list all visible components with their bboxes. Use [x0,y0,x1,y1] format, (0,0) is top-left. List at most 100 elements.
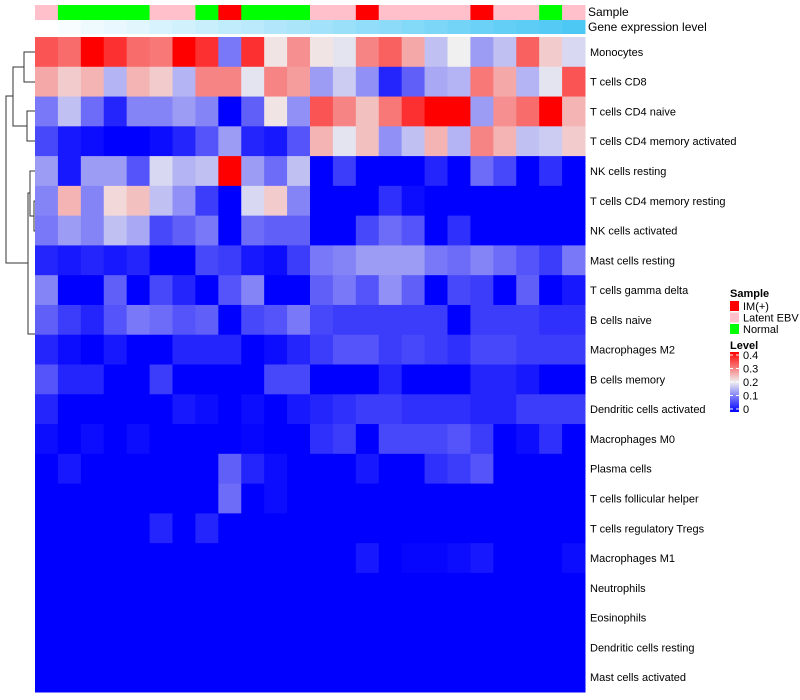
heatmap-cell [57,543,82,574]
heatmap-cell [332,364,357,395]
heatmap-cell [516,572,540,604]
heatmap-cell [241,37,265,68]
heatmap-cell [126,245,151,276]
heatmap-cell [126,513,151,544]
heatmap-cell [378,543,403,574]
heatmap-cell [424,245,448,276]
heatmap-cell [378,275,403,306]
sample-annotation-cell [493,5,517,20]
heatmap-cell [126,543,151,574]
heatmap-cell [332,304,357,336]
colorbar-tick-label: 0.3 [743,364,758,376]
heatmap-cell [470,37,494,68]
heatmap-cell [516,156,540,187]
heatmap-cell [57,185,82,217]
heatmap-cell [332,156,357,187]
heatmap-cell [241,632,265,663]
heatmap-cell [80,453,105,485]
heatmap-cell [355,483,380,514]
heatmap-cell [35,453,59,485]
heatmap-cell [562,156,586,187]
heatmap-cell [401,334,426,365]
heatmap-cell [493,126,517,157]
heatmap-cell [264,156,288,187]
heatmap-cell [516,304,540,336]
gene-annotation-cell [424,20,448,34]
heatmap-cell [539,632,563,663]
heatmap-cell [447,572,471,604]
heatmap-cell [57,662,82,693]
sample-annotation-cell [470,5,494,20]
heatmap-cell [218,275,242,306]
heatmap-cell [539,483,563,514]
row-label: Dendritic cells resting [590,642,695,654]
heatmap-cell [539,334,563,365]
heatmap-cell [264,96,288,127]
sample-annotation-cell [149,5,173,20]
sample-annotation-cell [310,5,334,20]
heatmap-cell [126,275,151,306]
heatmap-cell [126,572,151,604]
heatmap-cell [35,483,59,514]
heatmap-cell [264,185,288,217]
heatmap-cell [516,126,540,157]
heatmap-cell [57,602,82,633]
heatmap-cell [80,632,105,663]
heatmap-cell [562,96,586,127]
heatmap-cell [562,453,586,485]
heatmap-cell [80,424,105,455]
heatmap-cell [310,453,334,485]
heatmap-cell [195,245,219,276]
heatmap-cell [264,394,288,425]
heatmap-cell [355,543,380,574]
row-label: Monocytes [590,47,644,59]
heatmap-cell [401,156,426,187]
heatmap-cell [80,126,105,157]
gene-annotation-cell [103,20,128,34]
heatmap-cell [310,424,334,455]
heatmap-cell [80,364,105,395]
sample-annotation-cell [424,5,448,20]
heatmap-cell [80,662,105,693]
heatmap-cell [35,156,59,187]
heatmap-cell [539,513,563,544]
heatmap-cell [424,662,448,693]
row-labels: Monocytes T cells CD8 T cells CD4 naive T c… [590,47,737,684]
heatmap-cell [287,37,311,68]
heatmap-cell [493,364,517,395]
heatmap-cell [195,156,219,187]
heatmap-cell [195,424,219,455]
heatmap-cell [562,185,586,217]
heatmap-cell [355,185,380,217]
heatmap-cell [57,483,82,514]
heatmap-cell [218,126,242,157]
heatmap-cell [310,304,334,336]
heatmap-cell [310,394,334,425]
heatmap-cell [218,662,242,693]
heatmap-cell [516,602,540,633]
heatmap-cell [80,513,105,544]
heatmap-cell [332,424,357,455]
heatmap-cell [195,394,219,425]
heatmap-cell [493,602,517,633]
heatmap-cell [103,185,128,217]
heatmap-cell [562,37,586,68]
heatmap-cell [470,96,494,127]
heatmap-cell [287,424,311,455]
gene-annotation-label: Gene expression level [588,20,707,34]
sample-annotation-cell [103,5,128,20]
heatmap-cell [516,37,540,68]
heatmap-cell [287,334,311,365]
heatmap-cell [264,572,288,604]
heatmap-cell [355,156,380,187]
heatmap-cell [493,424,517,455]
heatmap-cell [401,245,426,276]
heatmap-cell [126,334,151,365]
heatmap-cell [218,334,242,365]
heatmap-cell [149,453,173,485]
heatmap-cell [332,37,357,68]
heatmap-cell [332,602,357,633]
heatmap-cell [264,126,288,157]
heatmap-cell [332,215,357,246]
heatmap-cell [57,215,82,246]
